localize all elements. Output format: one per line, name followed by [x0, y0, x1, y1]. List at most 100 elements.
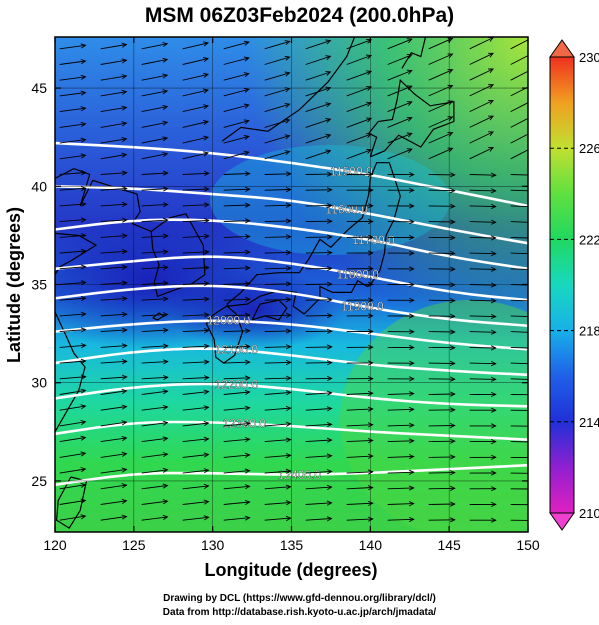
wind-vector — [305, 423, 332, 427]
wind-arrowhead — [121, 186, 128, 192]
wind-vector — [346, 39, 372, 50]
wind-vector — [59, 421, 86, 427]
wind-arrowhead — [162, 312, 169, 318]
wind-arrowhead — [203, 420, 210, 427]
wind-arrowhead — [285, 187, 292, 193]
wind-arrowhead — [285, 515, 292, 522]
wind-arrowhead — [449, 219, 456, 225]
wind-arrowhead — [325, 70, 332, 76]
wind-vector — [305, 346, 332, 348]
wind-arrowhead — [367, 469, 374, 475]
wind-arrowhead — [408, 469, 415, 475]
wind-arrowhead — [532, 299, 537, 303]
wind-vector — [469, 174, 496, 176]
wind-vector — [305, 392, 332, 395]
wind-vector — [100, 345, 127, 348]
wind-arrowhead — [203, 186, 210, 192]
wind-vector — [264, 236, 291, 238]
wind-arrowhead — [121, 514, 128, 520]
wind-arrowhead — [80, 311, 87, 317]
wind-vector — [182, 377, 209, 380]
wind-arrowhead — [532, 471, 537, 475]
wind-vector — [182, 121, 209, 128]
wind-vector — [428, 147, 453, 160]
wind-vector — [264, 346, 291, 348]
wind-vector — [141, 106, 168, 113]
wind-arrowhead — [80, 358, 87, 364]
wind-arrowhead — [532, 377, 537, 381]
wind-arrowhead — [285, 218, 292, 224]
wind-vector — [387, 393, 414, 395]
wind-arrowhead — [162, 202, 169, 208]
wind-vector — [100, 313, 127, 317]
wind-vector — [387, 117, 412, 128]
wind-arrowhead — [80, 467, 87, 473]
wind-arrowhead — [488, 99, 495, 105]
wind-vector — [223, 204, 250, 207]
wind-arrowhead — [532, 315, 537, 319]
wind-arrowhead — [80, 374, 87, 380]
colorbar-upper-triangle — [549, 39, 575, 58]
wind-arrowhead — [490, 298, 497, 304]
y-tick-label: 35 — [31, 277, 47, 293]
y-tick-label: 30 — [31, 375, 47, 391]
wind-arrowhead — [162, 420, 169, 426]
wind-arrowhead — [243, 135, 250, 141]
wind-arrowhead — [80, 90, 87, 96]
wind-vector — [182, 251, 209, 254]
colorbar-lower-triangle — [549, 512, 575, 531]
wind-vector — [141, 203, 168, 207]
wind-arrowhead — [80, 482, 87, 488]
wind-arrowhead — [285, 281, 292, 287]
wind-arrowhead — [449, 250, 456, 257]
wind-vector — [223, 345, 250, 348]
wind-vector — [305, 486, 332, 490]
wind-arrowhead — [449, 517, 456, 523]
wind-vector — [59, 123, 86, 128]
wind-arrowhead — [244, 468, 251, 474]
wind-vector — [100, 297, 127, 301]
wind-arrowhead — [532, 283, 537, 287]
wind-vector — [264, 56, 290, 65]
wind-arrowhead — [326, 171, 333, 177]
wind-arrowhead — [284, 118, 291, 124]
wind-arrowhead — [121, 435, 128, 442]
wind-vector — [223, 377, 250, 380]
wind-vector — [510, 221, 528, 223]
wind-arrowhead — [285, 297, 292, 303]
wind-vector — [469, 236, 496, 239]
wind-arrowhead — [491, 454, 497, 460]
wind-arrowhead — [244, 218, 251, 224]
wind-arrowhead — [162, 186, 169, 192]
wind-vector — [100, 106, 127, 113]
wind-arrowhead — [121, 170, 128, 176]
wind-vector — [346, 439, 373, 443]
wind-arrowhead — [449, 485, 456, 492]
wind-arrowhead — [284, 55, 291, 61]
wind-vector — [141, 188, 168, 191]
wind-vector — [223, 235, 250, 238]
wind-arrowhead — [203, 436, 210, 442]
wind-arrowhead — [325, 149, 332, 155]
wind-arrowhead — [162, 327, 169, 333]
wind-arrowhead — [285, 405, 292, 412]
wind-vector — [141, 453, 168, 458]
wind-vector — [264, 501, 291, 505]
wind-arrowhead — [80, 43, 87, 49]
wind-vector — [100, 376, 127, 380]
wind-arrowhead — [121, 343, 128, 349]
wind-arrowhead — [80, 264, 87, 270]
wind-vector — [305, 150, 331, 160]
coastline — [367, 78, 455, 158]
wind-arrowhead — [368, 313, 374, 319]
wind-arrowhead — [490, 250, 497, 257]
wind-arrowhead — [243, 119, 250, 125]
wind-arrowhead — [326, 265, 333, 272]
wind-vector — [141, 74, 168, 81]
wind-vector — [223, 120, 249, 128]
wind-arrowhead — [80, 295, 87, 302]
wind-arrowhead — [80, 451, 87, 457]
wind-vector — [469, 315, 496, 318]
wind-arrowhead — [80, 327, 87, 333]
wind-vector — [428, 393, 455, 395]
